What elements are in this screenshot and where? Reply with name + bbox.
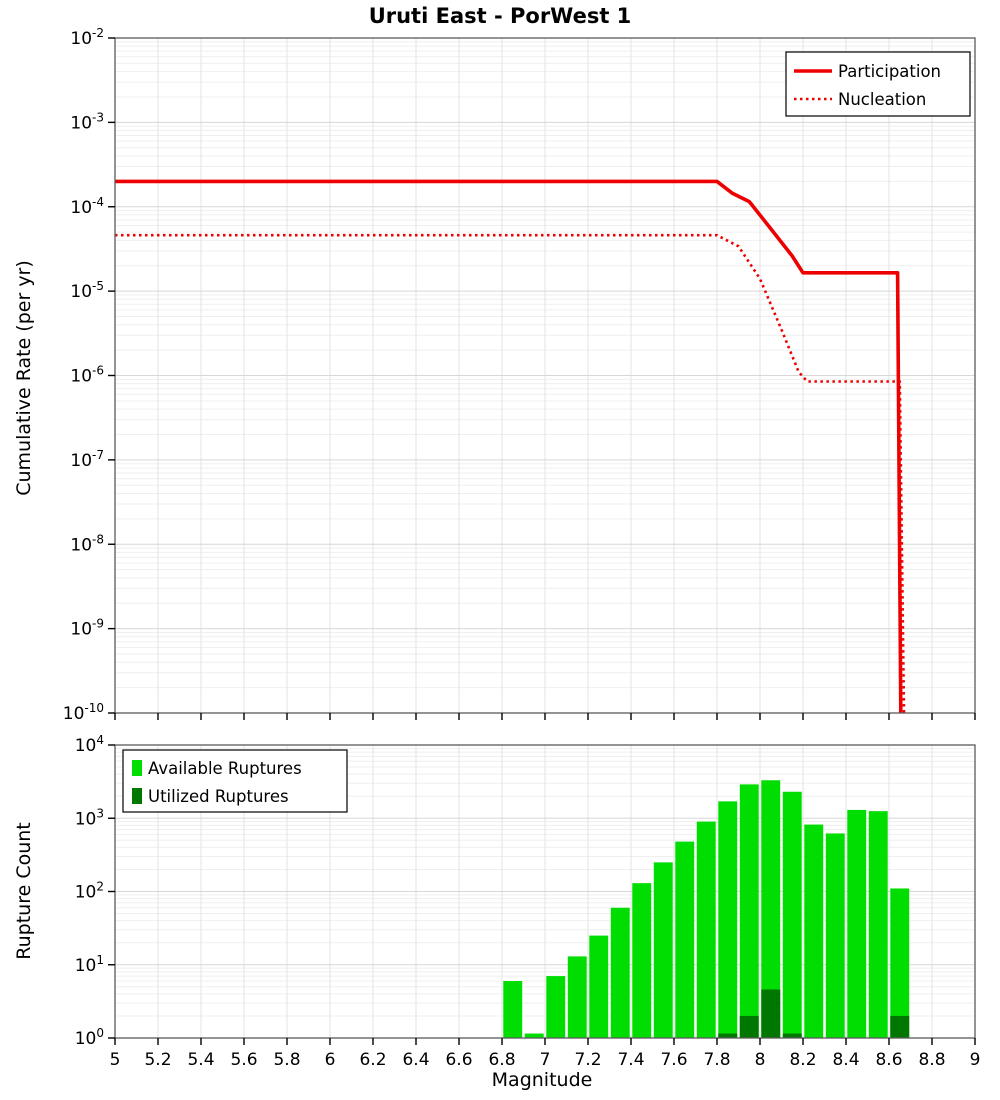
y-tick-label: 104 xyxy=(75,733,104,756)
x-tick-label: 6.6 xyxy=(445,1050,472,1070)
chart-title: Uruti East - PorWest 1 xyxy=(368,4,632,28)
y-tick-label: 10-5 xyxy=(70,279,104,302)
bar xyxy=(890,1015,910,1038)
bar xyxy=(847,809,867,1038)
ruptures-legend: Available Ruptures Utilized Ruptures xyxy=(122,749,348,813)
x-tick-label: 8.6 xyxy=(875,1050,902,1070)
x-tick-label: 5.8 xyxy=(273,1050,300,1070)
y-tick-label: 10-6 xyxy=(70,364,104,387)
participation-line xyxy=(115,179,903,714)
x-tick-label: 7.6 xyxy=(660,1050,687,1070)
legend-label: Available Ruptures xyxy=(148,759,302,778)
bar xyxy=(739,1015,759,1038)
bottom-y-axis-label: Rupture Count xyxy=(13,822,35,960)
bar xyxy=(546,976,566,1038)
x-tick-label: 6.2 xyxy=(359,1050,386,1070)
bar xyxy=(503,981,523,1038)
x-tick-label: 9 xyxy=(970,1050,981,1070)
bar xyxy=(890,888,910,1038)
x-tick-label: 5.6 xyxy=(230,1050,257,1070)
y-tick-label: 101 xyxy=(75,953,104,976)
bar xyxy=(718,1033,738,1038)
y-tick-label: 102 xyxy=(75,880,104,903)
x-tick-label: 8.8 xyxy=(918,1050,945,1070)
bottom-plot: 100 101 102 103 104 xyxy=(75,733,976,1049)
x-tick-label: 7.2 xyxy=(574,1050,601,1070)
legend-label: Utilized Ruptures xyxy=(148,787,289,806)
bar xyxy=(675,841,695,1038)
participation-legend: Participation Nucleation xyxy=(785,51,971,117)
available-ruptures-bars xyxy=(503,780,910,1038)
x-tick-label: 5.4 xyxy=(187,1050,214,1070)
bar xyxy=(761,989,781,1038)
x-tick-label: 7.4 xyxy=(617,1050,644,1070)
x-tick-label: 6.4 xyxy=(402,1050,429,1070)
y-tick-label: 100 xyxy=(75,1026,104,1049)
y-tick-label: 10-10 xyxy=(63,701,104,724)
x-axis-label: Magnitude xyxy=(491,1069,593,1091)
available-ruptures-legend-swatch xyxy=(132,760,142,776)
y-tick-label: 10-4 xyxy=(70,195,104,218)
legend-label: Nucleation xyxy=(838,90,926,109)
bar xyxy=(653,862,673,1038)
bar xyxy=(782,1033,802,1038)
top-y-axis-label: Cumulative Rate (per yr) xyxy=(13,260,35,496)
y-tick-label: 103 xyxy=(75,806,104,829)
x-tick-label: 7 xyxy=(540,1050,551,1070)
bar xyxy=(739,784,759,1038)
x-tick-label: 5 xyxy=(110,1050,121,1070)
bar xyxy=(610,907,630,1038)
x-tick-label: 7.8 xyxy=(703,1050,730,1070)
bar xyxy=(868,811,888,1038)
nucleation-line xyxy=(115,233,906,714)
bar xyxy=(804,824,824,1038)
y-tick-label: 10-7 xyxy=(70,448,104,471)
top-plot: 10-10 10-9 10-8 10-7 10-6 10-5 10-4 10-3 10-2 xyxy=(63,26,976,724)
legend-label: Participation xyxy=(838,62,941,81)
bar xyxy=(632,883,652,1038)
x-tick-label: 5.2 xyxy=(144,1050,171,1070)
bar xyxy=(825,833,845,1038)
bar xyxy=(567,956,587,1038)
x-tick-label: 8.4 xyxy=(832,1050,859,1070)
bar xyxy=(696,821,716,1038)
bar xyxy=(524,1033,544,1038)
x-tick-label: 6.8 xyxy=(488,1050,515,1070)
y-tick-label: 10-3 xyxy=(70,110,104,133)
y-tick-label: 10-8 xyxy=(70,532,104,555)
bar xyxy=(761,780,781,1038)
utilized-ruptures-legend-swatch xyxy=(132,788,142,804)
bar xyxy=(718,801,738,1038)
y-tick-label: 10-2 xyxy=(70,26,104,49)
y-tick-label: 10-9 xyxy=(70,617,104,640)
utilized-ruptures-bars xyxy=(718,989,910,1038)
bar xyxy=(589,935,609,1038)
x-tick-label: 8.2 xyxy=(789,1050,816,1070)
x-tick-label: 8 xyxy=(755,1050,766,1070)
bar xyxy=(782,791,802,1038)
x-tick-label: 6 xyxy=(325,1050,336,1070)
